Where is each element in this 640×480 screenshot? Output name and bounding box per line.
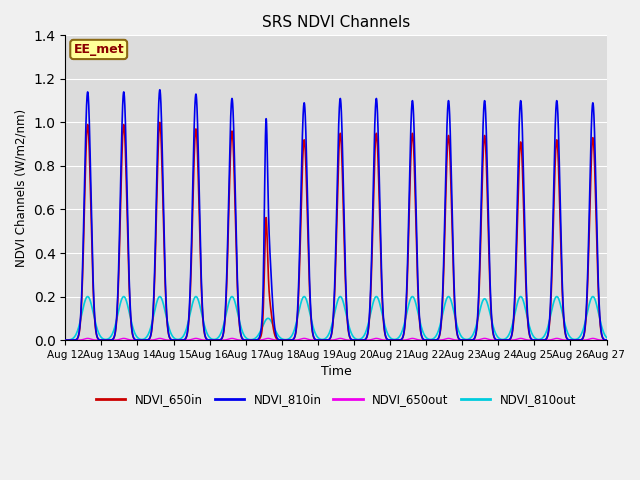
X-axis label: Time: Time	[321, 365, 351, 378]
Text: EE_met: EE_met	[74, 43, 124, 56]
Title: SRS NDVI Channels: SRS NDVI Channels	[262, 15, 410, 30]
Y-axis label: NDVI Channels (W/m2/nm): NDVI Channels (W/m2/nm)	[15, 108, 28, 267]
Legend: NDVI_650in, NDVI_810in, NDVI_650out, NDVI_810out: NDVI_650in, NDVI_810in, NDVI_650out, NDV…	[91, 388, 580, 410]
